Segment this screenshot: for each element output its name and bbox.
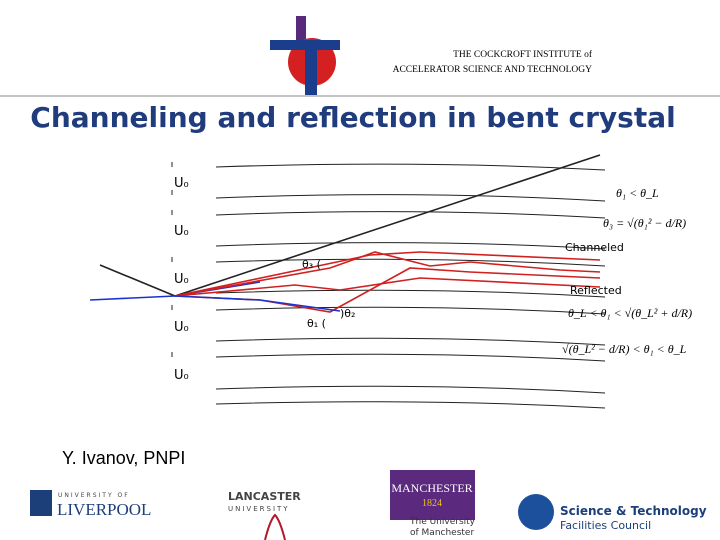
author: Y. Ivanov, PNPI <box>62 448 185 468</box>
institute-line: ACCELERATOR SCIENCE AND TECHNOLOGY <box>393 65 593 75</box>
plane <box>215 385 606 394</box>
trajectory <box>174 251 601 297</box>
crystal-planes <box>215 163 606 409</box>
potential-label: U₀ <box>174 272 189 287</box>
angle-label: )θ₂ <box>340 307 355 320</box>
plane <box>215 401 606 409</box>
plane <box>215 211 606 219</box>
plane <box>215 242 606 250</box>
formula: θ_L < θ₁ < √(θ_L² + d/R) <box>568 306 692 320</box>
plane <box>215 289 606 298</box>
liverpool-text: UNIVERSITY OF <box>58 492 130 499</box>
reflected-label: Reflected <box>570 284 622 297</box>
stfc-text: Facilities Council <box>560 519 651 532</box>
manchester-box <box>390 470 475 520</box>
liverpool-text: LIVERPOOL <box>57 500 151 519</box>
logo-stem <box>305 45 317 95</box>
manchester-text: of Manchester <box>410 528 474 538</box>
angle-label: θ₃ ( <box>302 258 321 271</box>
potential-label: U₀ <box>174 368 189 383</box>
potential-label: U₀ <box>174 176 189 191</box>
formulas: θ₁ < θ_L θ₃ = √(θ₁² − d/R) θ_L < θ₁ < √(… <box>562 186 692 356</box>
institute-line: THE COCKCROFT INSTITUTE of <box>453 49 593 60</box>
plane <box>215 353 606 362</box>
manchester-text: MANCHESTER <box>391 481 472 495</box>
formula: √(θ_L² − d/R) < θ₁ < θ_L <box>562 342 687 356</box>
plane <box>215 258 606 267</box>
angle-label: θ₁ ( <box>307 317 326 330</box>
potential-labels: U₀ U₀ U₀ U₀ U₀ <box>174 176 189 383</box>
plane <box>215 194 606 202</box>
manchester-text: 1824 <box>422 498 442 509</box>
plane <box>215 163 606 171</box>
ci-logo <box>270 16 340 95</box>
lancaster-text: UNIVERSITY <box>228 505 290 513</box>
plane <box>215 306 606 315</box>
liverpool-crest <box>30 490 52 516</box>
formula: θ₃ = √(θ₁² − d/R) <box>603 216 686 230</box>
lancaster-text: LANCASTER <box>228 490 301 503</box>
lancaster-mark <box>264 513 286 540</box>
manchester-text: The University <box>409 517 476 527</box>
logo-bar <box>296 16 306 44</box>
trajectories <box>89 154 601 313</box>
trajectory <box>174 277 601 297</box>
slide-title: Channeling and reflection in bent crysta… <box>30 101 675 134</box>
potential-label: U₀ <box>174 320 189 335</box>
potential-label: U₀ <box>174 224 189 239</box>
trajectory <box>174 295 341 312</box>
channeled-label: Channeled <box>565 241 624 254</box>
stfc-text: Science & Technology <box>560 504 707 518</box>
stfc-mark <box>518 494 554 530</box>
formula: θ₁ < θ_L <box>616 186 659 200</box>
plane <box>215 337 606 346</box>
trajectory <box>174 251 601 297</box>
